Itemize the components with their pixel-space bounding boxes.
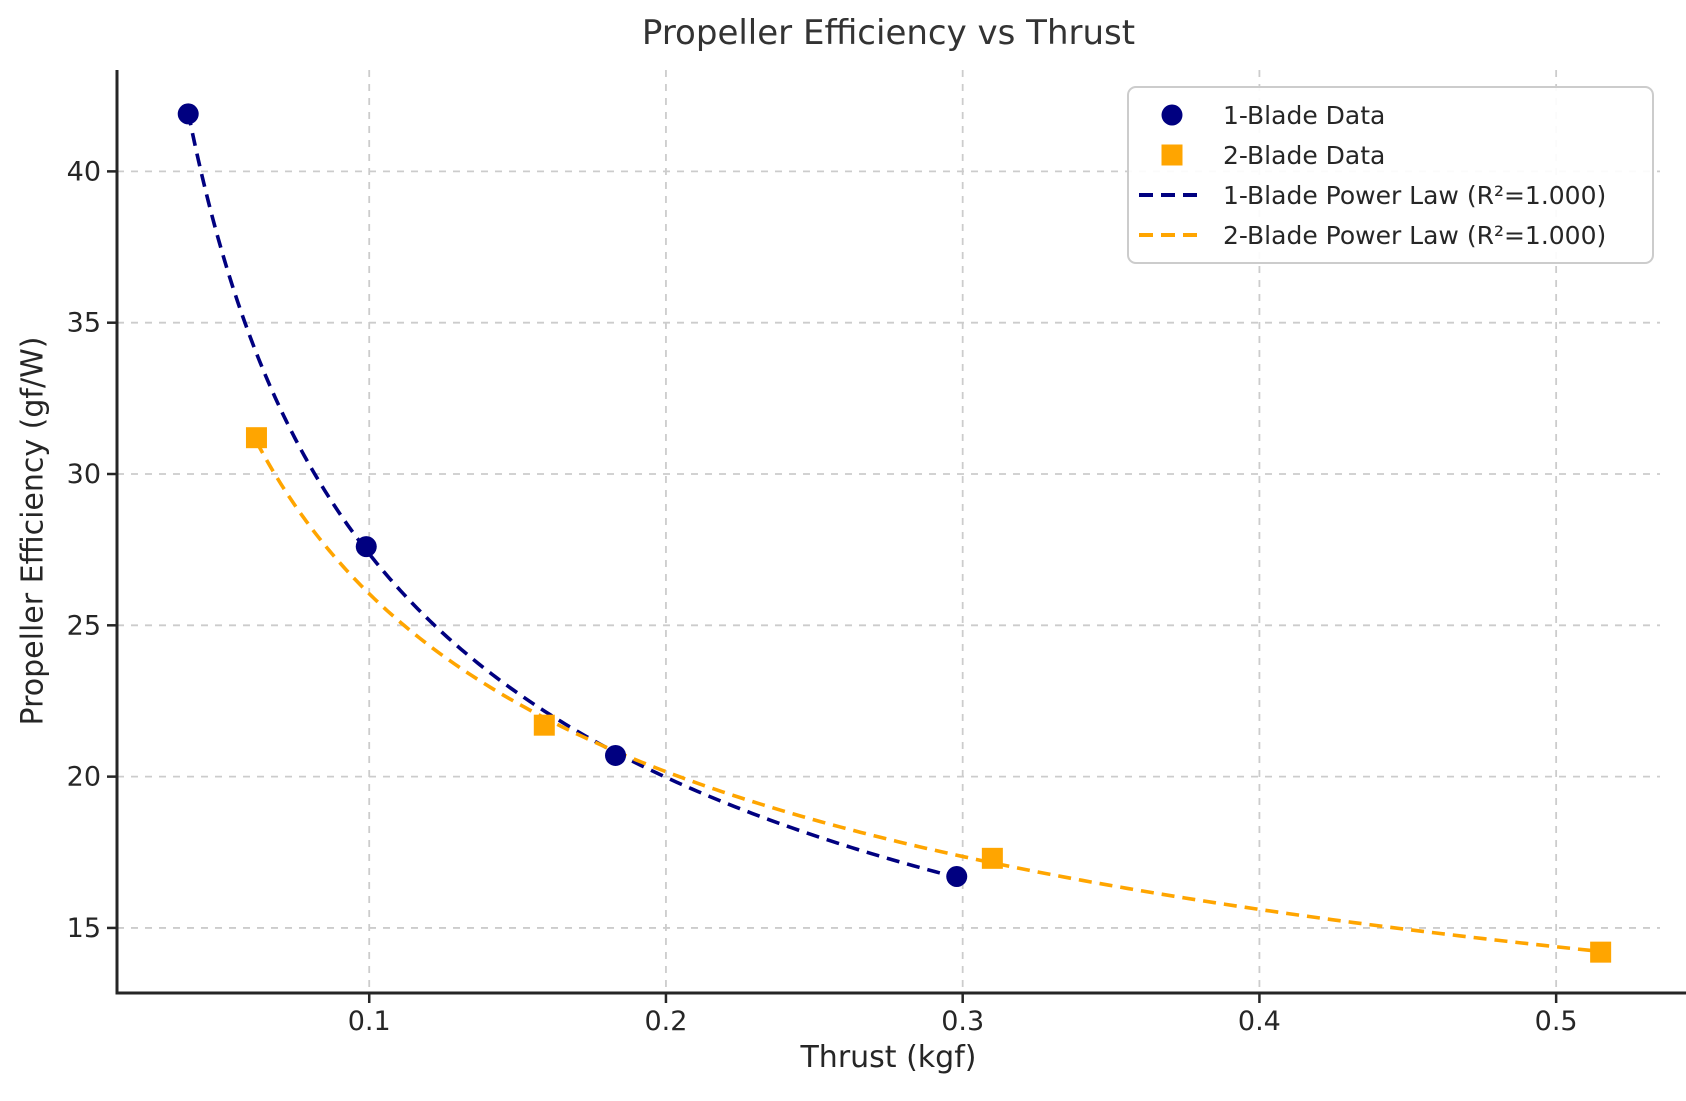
x-axis-label: Thrust (kgf) [800, 1040, 977, 1075]
x-tick-label: 0.4 [1238, 1006, 1281, 1037]
y-tick-label: 35 [67, 308, 101, 339]
legend-item-1blade-data: 1-Blade Data [1133, 95, 1648, 135]
dashed-line-swatch-graphic [1139, 193, 1205, 197]
circle-glyph [1161, 104, 1183, 126]
fit-curve [254, 440, 1601, 954]
y-tick-label: 15 [67, 913, 101, 944]
circle-marker-icon [1133, 100, 1211, 130]
data-point [946, 865, 968, 887]
y-tick-label: 40 [67, 156, 101, 187]
y-axis-label: Propeller Efficiency (gf/W) [15, 336, 51, 726]
square-marker-icon [1133, 140, 1211, 170]
dashed-line-icon [1133, 180, 1211, 210]
dashed-line-swatch-graphic [1139, 233, 1205, 237]
legend-label: 2-Blade Power Law (R²=1.000) [1223, 220, 1607, 250]
y-tick-label: 30 [67, 459, 101, 490]
data-point [1590, 941, 1612, 963]
x-tick-label: 0.5 [1535, 1006, 1578, 1037]
square-glyph [1161, 144, 1183, 166]
legend-label: 1-Blade Data [1223, 100, 1386, 130]
square-swatch-graphic [1161, 144, 1183, 166]
y-tick-label: 25 [67, 610, 101, 641]
legend-item-2blade-data: 2-Blade Data [1133, 135, 1648, 175]
y-tick-label: 20 [67, 762, 101, 793]
data-point [245, 427, 267, 449]
chart-title: Propeller Efficiency vs Thrust [641, 13, 1136, 53]
x-tick-label: 0.3 [941, 1006, 984, 1037]
legend-label: 1-Blade Power Law (R²=1.000) [1223, 180, 1607, 210]
data-point [177, 103, 199, 125]
x-tick-label: 0.1 [348, 1006, 391, 1037]
legend-item-2blade-fit: 2-Blade Power Law (R²=1.000) [1133, 215, 1648, 255]
data-point [355, 536, 377, 558]
legend-item-1blade-fit: 1-Blade Power Law (R²=1.000) [1133, 175, 1648, 215]
data-point [533, 714, 555, 736]
x-tick-label: 0.2 [644, 1006, 687, 1037]
dashed-line-icon [1133, 220, 1211, 250]
legend: 1-Blade Data 2-Blade Data 1-Blade Power … [1127, 86, 1654, 264]
circle-swatch-graphic [1161, 104, 1183, 126]
fit-curve [186, 112, 958, 880]
legend-label: 2-Blade Data [1223, 140, 1386, 170]
data-point [981, 847, 1003, 869]
data-point [605, 744, 627, 766]
